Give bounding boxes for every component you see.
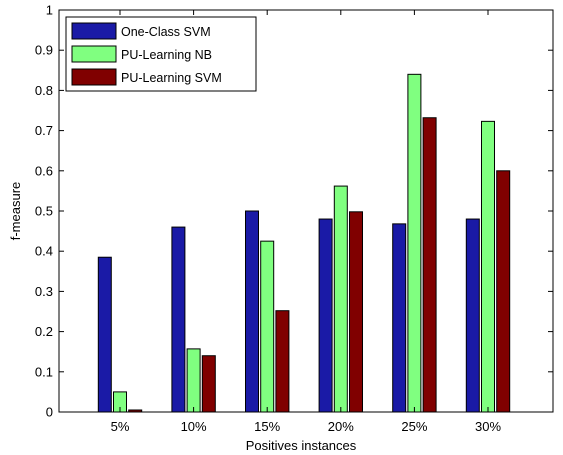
x-tick-label: 15% xyxy=(254,419,280,434)
y-tick-label: 0.6 xyxy=(35,163,53,178)
y-tick-label: 0.5 xyxy=(35,204,53,219)
bar xyxy=(407,73,422,413)
bar xyxy=(481,120,495,413)
bar xyxy=(465,218,480,413)
bar xyxy=(333,185,348,413)
legend: One-Class SVM PU-Learning NB PU-Learning S… xyxy=(65,16,257,92)
bar xyxy=(496,170,511,413)
chart-marks xyxy=(97,73,511,413)
bar xyxy=(171,226,186,413)
y-tick-label: 0.9 xyxy=(35,43,53,58)
bar xyxy=(392,223,407,413)
bar xyxy=(318,218,333,413)
bar xyxy=(260,240,275,413)
legend-swatch xyxy=(71,45,117,63)
x-tick-label: 10% xyxy=(181,419,207,434)
bar xyxy=(275,310,290,413)
y-tick-label: 0.4 xyxy=(35,244,53,259)
y-axis-label: f-measure xyxy=(8,182,23,241)
y-tick-label: 0.8 xyxy=(35,83,53,98)
y-tick-label: 0.7 xyxy=(35,123,53,138)
y-tick-label: 0 xyxy=(46,405,53,420)
bar xyxy=(349,211,363,413)
y-tick-label: 0.2 xyxy=(35,324,53,339)
y-tick-label: 1 xyxy=(46,3,53,18)
legend-entry: One-Class SVM xyxy=(121,25,211,39)
x-tick-label: 5% xyxy=(111,419,130,434)
x-axis-label: Positives instances xyxy=(246,438,357,453)
bar xyxy=(245,210,259,413)
x-tick-label: 25% xyxy=(401,419,427,434)
legend-swatch xyxy=(71,22,117,40)
bar xyxy=(201,355,216,413)
y-tick-label: 0.3 xyxy=(35,284,53,299)
legend-entry: PU-Learning NB xyxy=(121,48,212,62)
legend-swatch xyxy=(71,68,117,86)
bar xyxy=(186,348,201,413)
y-tick-label: 0.1 xyxy=(35,364,53,379)
bar xyxy=(97,256,112,413)
y-axis-ticks: 0 0.1 0.2 0.3 0.4 0.5 0.6 0.7 0.8 0.9 1 xyxy=(35,3,553,420)
bar xyxy=(422,117,437,413)
x-tick-label: 20% xyxy=(328,419,354,434)
legend-entry: PU-Learning SVM xyxy=(121,71,222,85)
x-axis-ticks: 5% 10% 15% 20% 25% 30% xyxy=(111,10,501,434)
x-tick-label: 30% xyxy=(475,419,501,434)
